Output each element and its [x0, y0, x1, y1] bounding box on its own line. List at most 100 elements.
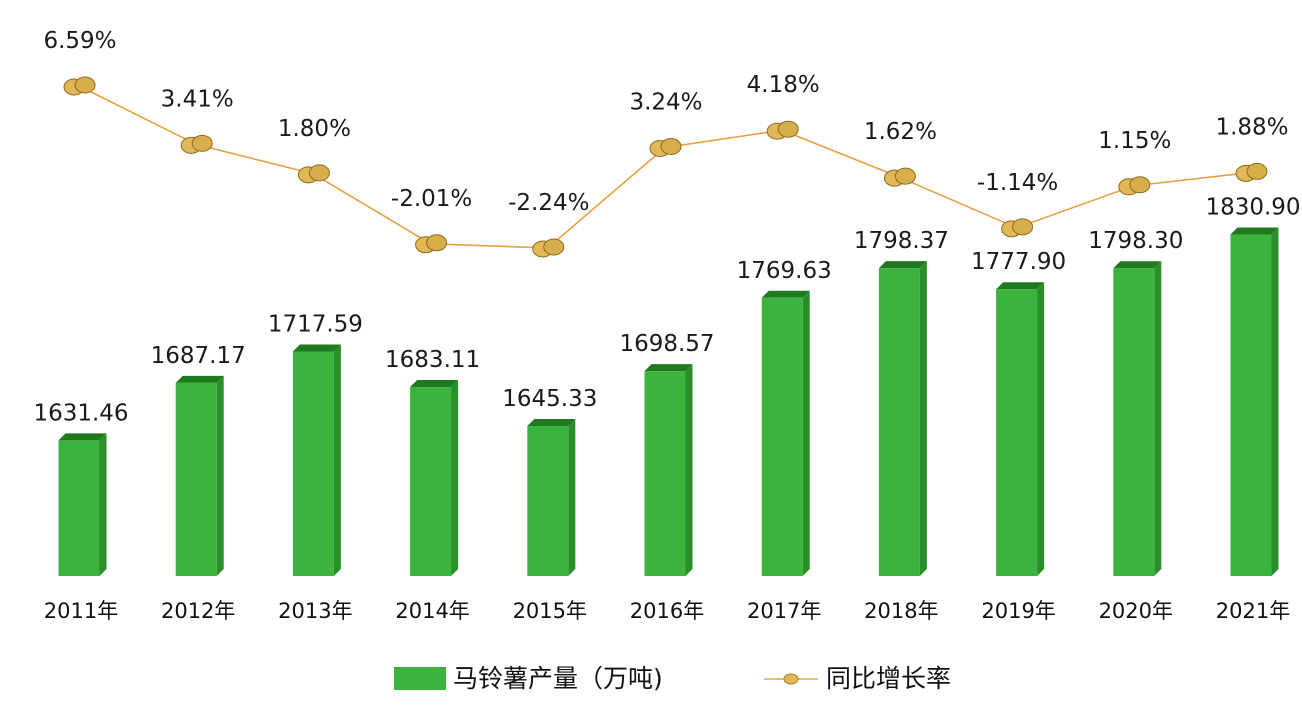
bar-value-label-6: 1769.63 [737, 258, 832, 284]
growth-value-label-10: 1.88% [1215, 114, 1288, 140]
bar-side-6 [802, 290, 810, 576]
bar-side-1 [216, 375, 224, 576]
growth-point-4 [532, 238, 565, 258]
bar-top-10 [1230, 227, 1279, 235]
bar-9 [1113, 261, 1162, 576]
growth-value-label-5: 3.24% [629, 89, 702, 115]
growth-point-9 [1118, 176, 1151, 196]
bar-front-5 [644, 371, 686, 576]
bar-side-7 [919, 261, 927, 576]
growth-value-label-2: 1.80% [278, 116, 351, 142]
x-tick-label-9: 2020年 [1099, 599, 1173, 623]
bar-side-5 [685, 364, 693, 576]
potato-marker-right-10 [1246, 162, 1268, 180]
growth-point-0 [63, 76, 96, 96]
potato-marker-right-2 [308, 164, 330, 182]
bar-side-4 [568, 419, 576, 576]
growth-point-10 [1235, 162, 1268, 182]
legend-swatch-production [394, 667, 446, 690]
bar-8 [996, 282, 1045, 576]
x-tick-label-6: 2017年 [747, 599, 821, 623]
bar-side-8 [1037, 282, 1045, 576]
bar-top-2 [292, 344, 341, 352]
bar-top-7 [878, 261, 927, 269]
bar-0 [58, 433, 107, 576]
potato-marker-right-1 [191, 134, 213, 152]
bar-top-5 [644, 364, 693, 372]
potato-marker-right-4 [543, 238, 565, 256]
bar-5 [644, 364, 693, 576]
x-tick-label-8: 2019年 [981, 599, 1055, 623]
bar-front-9 [1113, 268, 1155, 576]
growth-point-6 [766, 120, 799, 140]
bar-value-label-10: 1830.90 [1205, 195, 1300, 221]
x-tick-label-2: 2013年 [278, 599, 352, 623]
potato-marker-right-0 [74, 76, 96, 94]
potato-marker-right-9 [1129, 176, 1151, 194]
potato-marker-right-3 [426, 234, 448, 252]
bar-6 [761, 290, 810, 576]
bar-front-7 [878, 268, 920, 576]
growth-value-label-8: -1.14% [977, 170, 1058, 196]
x-axis-ticks: 2011年 2012年 2013年 2014年 2015年 2016年 2017年 2018年… [44, 599, 1290, 623]
bar-series: 1631.46 1687.17 1717.59 1683.11 1645.33 1698.… [33, 195, 1301, 576]
bar-front-4 [527, 426, 569, 576]
legend-item-growth: 同比增长率 [764, 664, 951, 693]
line-series: 6.59% 3.41% 1.80% -2.01% -2.24% 3.24% 4.18% 1.6… [43, 28, 1289, 258]
bar-4 [527, 419, 576, 576]
x-tick-label-4: 2015年 [513, 599, 587, 623]
bar-value-label-4: 1645.33 [502, 386, 597, 412]
growth-value-label-9: 1.15% [1098, 128, 1171, 154]
growth-point-7 [883, 167, 916, 187]
x-tick-label-7: 2018年 [864, 599, 938, 623]
bar-front-0 [58, 440, 100, 576]
bar-value-label-1: 1687.17 [151, 343, 246, 369]
potato-marker-right-5 [660, 137, 682, 155]
bar-front-1 [175, 382, 217, 576]
bar-side-0 [99, 433, 107, 576]
bar-side-9 [1154, 261, 1162, 576]
growth-value-label-0: 6.59% [43, 28, 116, 54]
legend-item-production: 马铃薯产量（万吨) [394, 664, 663, 693]
growth-value-label-1: 3.41% [161, 86, 234, 112]
x-tick-label-5: 2016年 [630, 599, 704, 623]
bar-value-label-0: 1631.46 [33, 400, 128, 426]
bar-side-10 [1271, 227, 1279, 576]
legend-label-growth: 同比增长率 [826, 664, 951, 693]
bar-front-2 [292, 351, 334, 576]
growth-value-label-3: -2.01% [391, 186, 472, 212]
bar-value-label-5: 1698.57 [619, 331, 714, 357]
growth-value-label-4: -2.24% [508, 190, 589, 216]
bar-top-6 [761, 290, 810, 298]
legend-label-production: 马铃薯产量（万吨) [453, 664, 663, 693]
bar-top-9 [1113, 261, 1162, 269]
bar-value-label-2: 1717.59 [268, 311, 363, 337]
potato-marker-right-7 [894, 167, 916, 185]
bar-1 [175, 375, 224, 576]
bar-top-1 [175, 375, 224, 383]
bar-3 [410, 380, 459, 576]
bar-10 [1230, 227, 1279, 576]
x-tick-label-3: 2014年 [395, 599, 469, 623]
growth-point-1 [180, 134, 213, 154]
growth-point-2 [297, 164, 330, 184]
bar-top-3 [410, 380, 459, 388]
bar-top-4 [527, 419, 576, 427]
bar-front-6 [761, 297, 803, 576]
bar-value-label-9: 1798.30 [1088, 228, 1183, 254]
x-tick-label-0: 2011年 [44, 599, 118, 623]
bar-2 [292, 344, 341, 576]
growth-point-8 [1001, 218, 1034, 238]
growth-value-label-6: 4.18% [747, 72, 820, 98]
legend-marker-growth [783, 673, 799, 685]
bar-top-8 [996, 282, 1045, 290]
potato-marker-right-8 [1012, 218, 1034, 236]
bar-value-label-7: 1798.37 [854, 228, 949, 254]
bar-front-3 [410, 387, 452, 576]
growth-value-label-7: 1.62% [864, 119, 937, 145]
legend: 马铃薯产量（万吨) 同比增长率 [394, 664, 951, 693]
bar-side-3 [451, 380, 459, 576]
bar-7 [878, 261, 927, 576]
x-tick-label-10: 2021年 [1216, 599, 1290, 623]
